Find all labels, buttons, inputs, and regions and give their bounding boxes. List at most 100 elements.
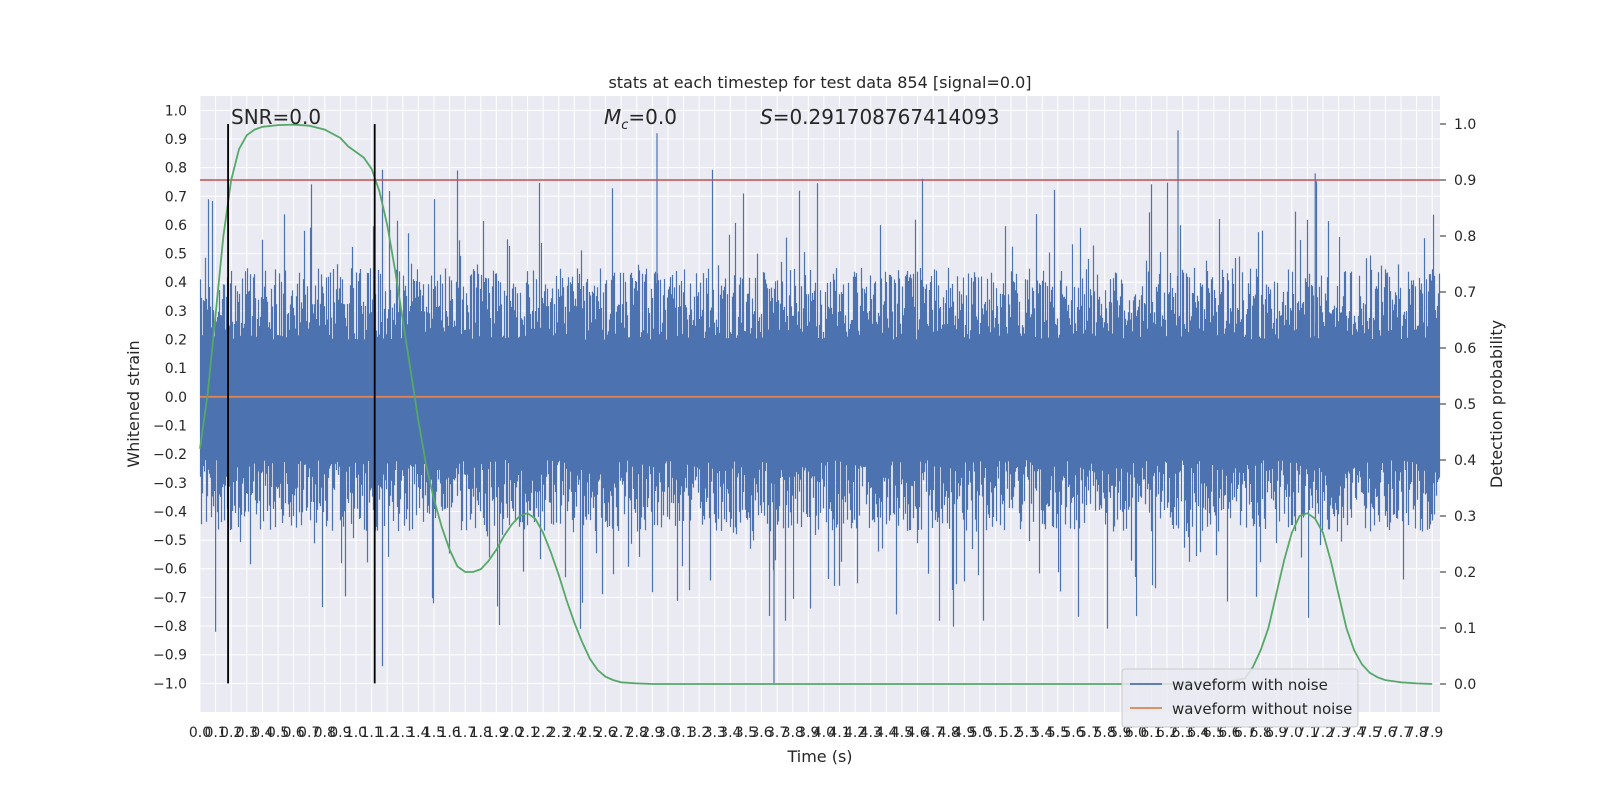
legend: waveform with noise waveform without noi…: [1121, 668, 1359, 728]
x-tick-label: 4.4: [875, 725, 897, 741]
x-tick-label: 3.9: [797, 725, 819, 741]
y-tick-label: −0.5: [153, 533, 187, 549]
x-tick-label: 4.7: [922, 725, 944, 741]
y2-tick-label: 0.2: [1454, 565, 1476, 581]
x-tick-label: 2.6: [594, 725, 616, 741]
x-tick-label: 0.7: [298, 725, 320, 741]
y-tick-label: 0.4: [165, 275, 187, 291]
y2-tick-label: 0.7: [1454, 285, 1476, 301]
chirp-mass-value: =0.0: [628, 105, 677, 129]
x-tick-label: 0.4: [251, 725, 273, 741]
y2-tick-label: 0.6: [1454, 341, 1476, 357]
x-tick-label: 4.3: [860, 725, 882, 741]
x-tick-label: 7.4: [1343, 725, 1365, 741]
x-tick-label: 2.1: [516, 725, 538, 741]
legend-label-clean: waveform without noise: [1172, 700, 1352, 718]
x-tick-label: 3.7: [766, 725, 788, 741]
x-tick-label: 7.0: [1281, 725, 1303, 741]
x-tick-label: 4.9: [953, 725, 975, 741]
y2-tick-label: 0.3: [1454, 509, 1476, 525]
x-tick-label: 6.6: [1218, 725, 1240, 741]
y-tick-label: −0.2: [153, 447, 187, 463]
x-tick-label: 1.1: [360, 725, 382, 741]
y-tick-label: −0.8: [153, 619, 187, 635]
y2-tick-label: 0.9: [1454, 173, 1476, 189]
legend-box: [1121, 668, 1359, 728]
chart-title: stats at each timestep for test data 854…: [608, 73, 1031, 92]
y-tick-label: 0.5: [165, 247, 187, 263]
x-tick-label: 2.7: [610, 725, 632, 741]
x-tick-label: 0.3: [236, 725, 258, 741]
x-tick-label: 4.8: [938, 725, 960, 741]
x-tick-label: 1.7: [454, 725, 476, 741]
y2-tick-label: 0.0: [1454, 677, 1476, 693]
x-tick-label: 3.8: [782, 725, 804, 741]
x-tick-label: 7.5: [1359, 725, 1381, 741]
x-tick-label: 5.8: [1094, 725, 1116, 741]
x-tick-label: 7.1: [1296, 725, 1318, 741]
x-tick-label: 3.5: [735, 725, 757, 741]
y-tick-label: −0.3: [153, 476, 187, 492]
y-tick-label: 0.9: [165, 132, 187, 148]
x-tick-label: 2.3: [548, 725, 570, 741]
x-tick-label: 5.9: [1109, 725, 1131, 741]
x-tick-label: 1.3: [392, 725, 414, 741]
x-tick-label: 6.2: [1156, 725, 1178, 741]
x-tick-label: 5.7: [1078, 725, 1100, 741]
s-value: =0.291708767414093: [773, 105, 1000, 129]
x-tick-label: 6.0: [1125, 725, 1147, 741]
x-tick-label: 2.4: [563, 725, 585, 741]
s-symbol: S: [760, 105, 773, 129]
x-tick-label: 1.4: [407, 725, 429, 741]
detection-probability-line: [199, 123, 1433, 685]
y2-tick-label: 0.8: [1454, 229, 1476, 245]
x-tick-label: 5.4: [1031, 725, 1053, 741]
x-tick-label: 3.4: [719, 725, 741, 741]
x-tick-label: 1.9: [485, 725, 507, 741]
x-tick-label: 6.7: [1234, 725, 1256, 741]
x-tick-label: 7.3: [1327, 725, 1349, 741]
x-tick-label: 6.9: [1265, 725, 1287, 741]
x-tick-label: 2.9: [641, 725, 663, 741]
x-tick-label: 1.2: [376, 725, 398, 741]
x-tick-label: 5.6: [1062, 725, 1084, 741]
x-tick-label: 2.2: [532, 725, 554, 741]
x-tick-label: 2.0: [501, 725, 523, 741]
x-tick-label: 2.5: [579, 725, 601, 741]
x-tick-label: 1.6: [438, 725, 460, 741]
lines: [199, 123, 1440, 685]
x-tick-label: 0.6: [282, 725, 304, 741]
y-tick-label: −0.6: [153, 562, 187, 578]
x-tick-label: 5.2: [1000, 725, 1022, 741]
y2-tick-label: 0.4: [1454, 453, 1476, 469]
chirp-mass-symbol: M: [604, 105, 621, 129]
x-tick-label: 6.4: [1187, 725, 1209, 741]
x-tick-label: 0.9: [329, 725, 351, 741]
x-tick-label: 6.1: [1140, 725, 1162, 741]
x-tick-label: 4.1: [828, 725, 850, 741]
x-tick-label: 5.5: [1047, 725, 1069, 741]
y-tick-label: 0.8: [165, 161, 187, 177]
y-tick-label: 0.1: [165, 361, 187, 377]
x-tick-label: 0.2: [220, 725, 242, 741]
x-axis-label: Time (s): [786, 747, 852, 766]
x-tick-label: 5.0: [969, 725, 991, 741]
x-tick-label: 0.1: [204, 725, 226, 741]
y-tick-label: 0.6: [165, 218, 187, 234]
x-tick-label: 6.8: [1249, 725, 1271, 741]
waveform-with-noise: [199, 130, 1441, 684]
s-annotation: S=0.291708767414093: [760, 105, 999, 129]
x-tick-label: 2.8: [626, 725, 648, 741]
x-tick-label: 4.0: [813, 725, 835, 741]
x-tick-label: 3.6: [750, 725, 772, 741]
x-tick-label: 0.5: [267, 725, 289, 741]
x-tick-label: 4.6: [906, 725, 928, 741]
chirp-mass-subscript: c: [621, 118, 628, 133]
y-tick-labels: 1.0 0.9 0.8 0.7 0.6 0.5 0.4 0.3 0.2 0.1 0.0 −0.1 −0.…: [153, 103, 187, 692]
y2-axis-label: Detection probability: [1487, 320, 1506, 488]
y-tick-label: −0.4: [153, 504, 187, 520]
x-tick-label: 4.5: [891, 725, 913, 741]
x-tick-label: 7.8: [1405, 725, 1427, 741]
x-tick-label: 3.0: [657, 725, 679, 741]
